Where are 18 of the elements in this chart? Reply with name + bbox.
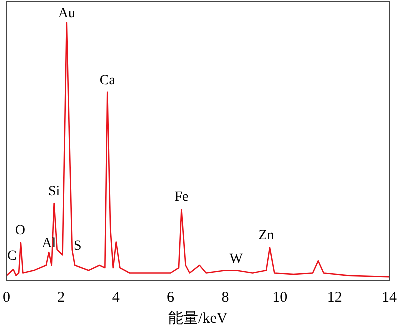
x-axis-title: 能量/keV bbox=[168, 310, 228, 327]
annotation: Au bbox=[58, 6, 76, 22]
x-tick-label: 4 bbox=[112, 290, 120, 306]
annotation: C bbox=[8, 249, 17, 264]
x-tick-label: 0 bbox=[3, 290, 10, 306]
annotation: Fe bbox=[174, 190, 189, 205]
annotation: O bbox=[15, 223, 26, 238]
x-tick-label: 2 bbox=[58, 290, 66, 306]
x-tick-label: 6 bbox=[167, 290, 176, 306]
annotation: S bbox=[74, 238, 82, 254]
annotation: Ca bbox=[100, 74, 116, 89]
annotation: W bbox=[230, 252, 244, 267]
x-tick-label: 12 bbox=[327, 290, 342, 306]
x-tick-label: 14 bbox=[382, 290, 398, 306]
annotation: Si bbox=[48, 184, 60, 200]
x-tick-label: 8 bbox=[222, 290, 230, 306]
x-tick-label: 10 bbox=[272, 290, 288, 306]
annotation: Zn bbox=[258, 228, 274, 244]
